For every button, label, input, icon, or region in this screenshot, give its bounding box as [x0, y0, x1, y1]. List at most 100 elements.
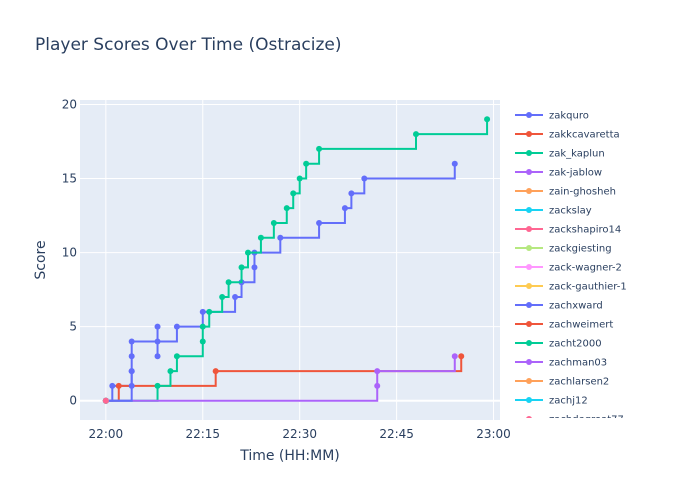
- legend-item-zachxward[interactable]: zachxward: [515, 301, 603, 312]
- axis-ticks: 22:00 22:15 22:30 22:45 23:00 0 5 10 15 20: [62, 97, 511, 441]
- data-point[interactable]: [128, 353, 135, 360]
- data-point[interactable]: [154, 353, 161, 360]
- legend-label: zain-ghosheh: [549, 187, 616, 198]
- legend-swatch-marker: [526, 207, 532, 213]
- legend-item-zachman03[interactable]: zachman03: [515, 358, 607, 369]
- data-point[interactable]: [245, 249, 251, 256]
- data-point[interactable]: [296, 175, 303, 182]
- legend-label: zachman03: [549, 358, 607, 369]
- series-zakquro[interactable]: [102, 160, 458, 404]
- legend-swatch-marker: [526, 226, 532, 232]
- y-tick-label: 20: [62, 97, 77, 111]
- x-axis-title: Time (HH:MM): [239, 448, 340, 464]
- data-point[interactable]: [115, 382, 122, 389]
- x-tick-label: 22:00: [89, 427, 124, 441]
- data-point[interactable]: [109, 382, 116, 389]
- data-point[interactable]: [458, 353, 465, 360]
- data-point[interactable]: [154, 382, 161, 389]
- y-axis-title: Score: [33, 240, 49, 279]
- legend-swatch-marker: [526, 378, 532, 384]
- data-point[interactable]: [290, 190, 297, 197]
- data-point[interactable]: [341, 205, 348, 212]
- legend-label: zak_kaplun: [549, 149, 605, 160]
- data-point[interactable]: [154, 323, 161, 330]
- data-point[interactable]: [283, 205, 290, 212]
- legend-item-zachlarsen2[interactable]: zachlarsen2: [515, 377, 609, 388]
- data-point[interactable]: [413, 131, 419, 138]
- data-point[interactable]: [316, 219, 323, 226]
- legend-item-zak-kaplun[interactable]: zak_kaplun: [515, 149, 605, 160]
- x-tick-label: 23:00: [476, 427, 511, 441]
- data-point[interactable]: [199, 338, 206, 345]
- data-point[interactable]: [303, 160, 310, 167]
- data-point[interactable]: [374, 368, 381, 375]
- data-point[interactable]: [167, 368, 174, 375]
- legend-swatch-marker: [526, 283, 532, 289]
- data-point[interactable]: [348, 190, 355, 197]
- data-point[interactable]: [225, 279, 232, 286]
- legend-label: zacht2000: [549, 339, 602, 350]
- x-tick-label: 22:45: [379, 427, 414, 441]
- legend-item-zakquro[interactable]: zakquro: [515, 111, 589, 122]
- legend-item-zain-ghosheh[interactable]: zain-ghosheh: [515, 187, 616, 198]
- legend-label: zachj12: [549, 396, 588, 407]
- legend-swatch-marker: [526, 131, 532, 137]
- data-point[interactable]: [128, 382, 135, 389]
- data-point[interactable]: [451, 353, 458, 360]
- x-tick-label: 22:30: [282, 427, 317, 441]
- data-point[interactable]: [238, 264, 245, 271]
- legend-swatch-marker: [526, 321, 532, 327]
- legend-label: zackgiesting: [549, 244, 612, 255]
- legend-item-zak-jablow[interactable]: zak-jablow: [515, 168, 602, 179]
- data-point[interactable]: [173, 353, 180, 360]
- data-point[interactable]: [199, 323, 206, 330]
- legend-item-zacht2000[interactable]: zacht2000: [515, 339, 602, 350]
- legend-item-zachj12[interactable]: zachj12: [515, 396, 588, 407]
- data-point[interactable]: [232, 294, 239, 301]
- data-point[interactable]: [173, 323, 180, 330]
- legend-swatch-marker: [526, 245, 532, 251]
- data-point[interactable]: [361, 175, 368, 182]
- data-point[interactable]: [128, 368, 135, 375]
- data-point[interactable]: [212, 368, 219, 375]
- legend-item-zachweimert[interactable]: zachweimert: [515, 320, 613, 331]
- legend-label: zachlarsen2: [549, 377, 609, 388]
- plot-area: [80, 100, 500, 420]
- y-tick-label: 5: [69, 320, 77, 334]
- data-point[interactable]: [154, 338, 161, 345]
- legend-item-zackgiesting[interactable]: zackgiesting: [515, 244, 612, 255]
- legend-swatch-marker: [526, 340, 532, 346]
- legend-label: zack-wagner-2: [549, 263, 622, 274]
- data-point[interactable]: [219, 294, 226, 301]
- legend-swatch-marker: [526, 112, 532, 118]
- legend-item-zachdegroat77[interactable]: zachdegroat77: [515, 415, 624, 426]
- legend-swatch-marker: [526, 188, 532, 194]
- series-zachdegroat77[interactable]: [102, 397, 109, 404]
- data-point[interactable]: [257, 234, 264, 241]
- data-point[interactable]: [128, 338, 135, 345]
- data-point[interactable]: [102, 397, 109, 404]
- data-point[interactable]: [316, 145, 323, 152]
- data-point[interactable]: [484, 116, 491, 123]
- legend-swatch-marker: [526, 169, 532, 175]
- data-point[interactable]: [374, 382, 381, 389]
- legend-item-zackshapiro14[interactable]: zackshapiro14: [515, 225, 621, 236]
- legend-item-zackslay[interactable]: zackslay: [515, 206, 592, 217]
- legend-item-zack-gauthier-1[interactable]: zack-gauthier-1: [515, 282, 627, 293]
- legend-label: zachdegroat77: [549, 415, 624, 426]
- legend[interactable]: zakquro zakkcavaretta zak_kaplun zak-jablow…: [515, 111, 627, 426]
- legend-item-zakkcavaretta[interactable]: zakkcavaretta: [515, 130, 620, 141]
- legend-label: zak-jablow: [549, 168, 602, 179]
- series-lines[interactable]: [102, 116, 491, 404]
- data-point[interactable]: [251, 264, 258, 271]
- data-point[interactable]: [270, 219, 277, 226]
- data-point[interactable]: [277, 234, 284, 241]
- y-tick-label: 15: [62, 172, 77, 186]
- data-point[interactable]: [199, 308, 206, 315]
- series-line: [105, 356, 456, 402]
- legend-item-zack-wagner-2[interactable]: zack-wagner-2: [515, 263, 622, 274]
- data-point[interactable]: [206, 308, 213, 315]
- legend-swatch-marker: [526, 359, 532, 365]
- data-point[interactable]: [451, 160, 458, 167]
